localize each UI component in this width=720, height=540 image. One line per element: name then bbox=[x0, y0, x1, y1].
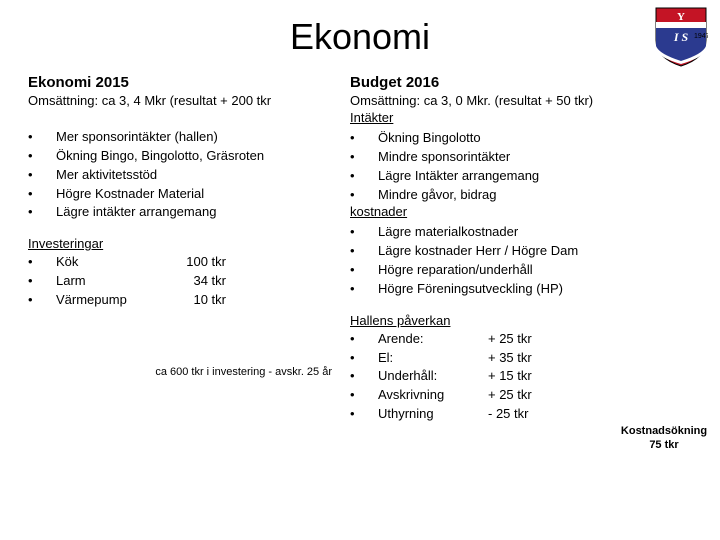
hall-row: •Uthyrning- 25 tkr bbox=[350, 405, 680, 424]
invest-row: •Värmepump10 tkr bbox=[28, 291, 338, 310]
left-column: Ekonomi 2015 Omsättning: ca 3, 4 Mkr (re… bbox=[28, 74, 338, 424]
right-column: Budget 2016 Omsättning: ca 3, 0 Mkr. (re… bbox=[350, 74, 680, 424]
list-item: Mindre sponsorintäkter bbox=[350, 148, 680, 167]
hall-name: Avskrivning bbox=[378, 386, 488, 405]
list-item: Lägre materialkostnader bbox=[350, 223, 680, 242]
list-item: Mindre gåvor, bidrag bbox=[350, 186, 680, 205]
hall-value: + 35 tkr bbox=[488, 349, 558, 368]
content-columns: Ekonomi 2015 Omsättning: ca 3, 4 Mkr (re… bbox=[28, 74, 692, 424]
hall-name: Uthyrning bbox=[378, 405, 488, 424]
left-bullet-list: Mer sponsorintäkter (hallen) Ökning Bing… bbox=[28, 128, 338, 222]
list-item: Lägre kostnader Herr / Högre Dam bbox=[350, 242, 680, 261]
svg-text:1947: 1947 bbox=[694, 33, 708, 40]
left-footnote: ca 600 tkr i investering - avskr. 25 år bbox=[28, 366, 338, 378]
invest-row: •Larm34 tkr bbox=[28, 272, 338, 291]
bullet-text: Lägre Intäkter arrangemang bbox=[378, 167, 539, 186]
side-note-line1: Kostnadsökning bbox=[621, 425, 707, 437]
list-item: Ökning Bingo, Bingolotto, Gräsroten bbox=[28, 147, 338, 166]
page-title: Ekonomi bbox=[290, 16, 430, 58]
hall-row: •Arende:+ 25 tkr bbox=[350, 330, 680, 349]
intakter-list: Ökning Bingolotto Mindre sponsorintäkter… bbox=[350, 129, 680, 204]
hall-row: •Underhåll:+ 15 tkr bbox=[350, 367, 680, 386]
hall-name: Arende: bbox=[378, 330, 488, 349]
svg-text:I S: I S bbox=[673, 30, 689, 44]
bullet-text: Högre Föreningsutveckling (HP) bbox=[378, 280, 563, 299]
left-heading: Ekonomi 2015 bbox=[28, 74, 338, 91]
bullet-text: Lägre kostnader Herr / Högre Dam bbox=[378, 242, 578, 261]
bullet-text: Högre reparation/underhåll bbox=[378, 261, 533, 280]
list-item: Högre Föreningsutveckling (HP) bbox=[350, 280, 680, 299]
invest-row: •Kök100 tkr bbox=[28, 253, 338, 272]
invest-heading: Investeringar bbox=[28, 236, 338, 251]
invest-value: 10 tkr bbox=[166, 291, 226, 310]
hall-value: + 25 tkr bbox=[488, 330, 558, 349]
hall-row: •El:+ 35 tkr bbox=[350, 349, 680, 368]
invest-name: Larm bbox=[56, 272, 166, 291]
list-item: Lägre Intäkter arrangemang bbox=[350, 167, 680, 186]
hall-row: •Avskrivning+ 25 tkr bbox=[350, 386, 680, 405]
invest-value: 100 tkr bbox=[166, 253, 226, 272]
kostnader-list: Lägre materialkostnader Lägre kostnader … bbox=[350, 223, 680, 298]
bullet-text: Ökning Bingolotto bbox=[378, 129, 481, 148]
bullet-text: Lägre intäkter arrangemang bbox=[56, 203, 216, 222]
hall-value: - 25 tkr bbox=[488, 405, 558, 424]
bullet-text: Mindre sponsorintäkter bbox=[378, 148, 510, 167]
list-item: Ökning Bingolotto bbox=[350, 129, 680, 148]
hall-label: Hallens påverkan bbox=[350, 313, 680, 328]
svg-text:Y: Y bbox=[677, 11, 685, 23]
intakter-label: Intäkter bbox=[350, 110, 680, 125]
bullet-text: Mindre gåvor, bidrag bbox=[378, 186, 497, 205]
bullet-text: Ökning Bingo, Bingolotto, Gräsroten bbox=[56, 147, 264, 166]
kostnader-label: kostnader bbox=[350, 204, 680, 219]
bullet-text: Mer aktivitetsstöd bbox=[56, 166, 157, 185]
side-note-line2: 75 tkr bbox=[649, 439, 678, 451]
list-item: Mer aktivitetsstöd bbox=[28, 166, 338, 185]
list-item: Mer sponsorintäkter (hallen) bbox=[28, 128, 338, 147]
club-logo-icon: Y I S 1947 bbox=[654, 6, 708, 73]
hall-value: + 25 tkr bbox=[488, 386, 558, 405]
invest-name: Kök bbox=[56, 253, 166, 272]
bullet-text: Mer sponsorintäkter (hallen) bbox=[56, 128, 218, 147]
left-subline: Omsättning: ca 3, 4 Mkr (resultat + 200 … bbox=[28, 93, 338, 108]
right-heading: Budget 2016 bbox=[350, 74, 680, 91]
title-row: Ekonomi Y I S 1947 bbox=[28, 10, 692, 74]
hall-name: El: bbox=[378, 349, 488, 368]
list-item: Högre Kostnader Material bbox=[28, 185, 338, 204]
side-note: Kostnadsökning 75 tkr bbox=[614, 424, 714, 453]
hall-value: + 15 tkr bbox=[488, 367, 558, 386]
invest-value: 34 tkr bbox=[166, 272, 226, 291]
right-subline: Omsättning: ca 3, 0 Mkr. (resultat + 50 … bbox=[350, 93, 680, 108]
bullet-text: Lägre materialkostnader bbox=[378, 223, 518, 242]
invest-name: Värmepump bbox=[56, 291, 166, 310]
list-item: Högre reparation/underhåll bbox=[350, 261, 680, 280]
bullet-text: Högre Kostnader Material bbox=[56, 185, 204, 204]
hall-name: Underhåll: bbox=[378, 367, 488, 386]
list-item: Lägre intäkter arrangemang bbox=[28, 203, 338, 222]
